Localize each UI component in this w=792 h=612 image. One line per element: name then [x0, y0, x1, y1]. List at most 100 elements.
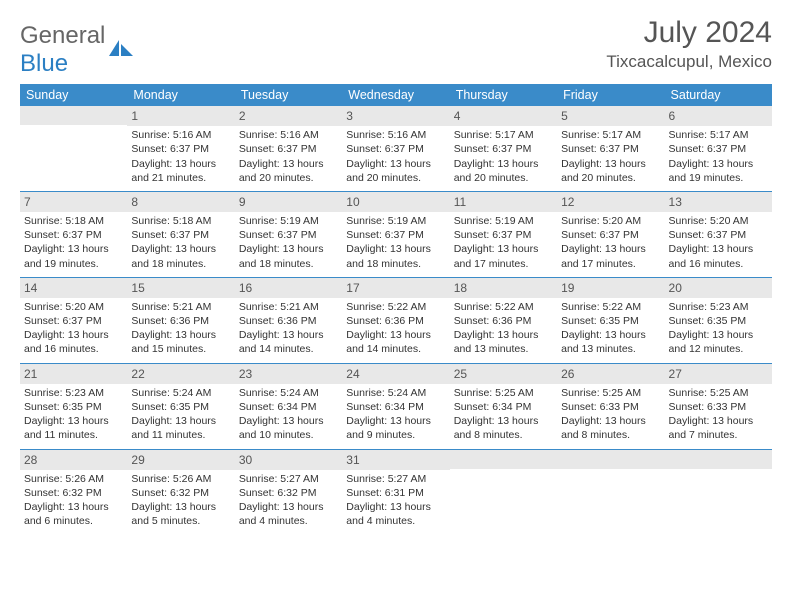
day-number: 14	[20, 278, 127, 298]
sunrise-value: Sunrise: 5:17 AM	[669, 128, 768, 142]
calendar-week-row: 21Sunrise: 5:23 AMSunset: 6:35 PMDayligh…	[20, 363, 772, 449]
calendar-day-cell: 9Sunrise: 5:19 AMSunset: 6:37 PMDaylight…	[235, 191, 342, 277]
page-header: General Blue July 2024 Tixcacalcupul, Me…	[20, 16, 772, 78]
sunset-value: Sunset: 6:31 PM	[346, 486, 445, 500]
dow-header-row: Sunday Monday Tuesday Wednesday Thursday…	[20, 84, 772, 106]
daylight-value: Daylight: 13 hours and 20 minutes.	[239, 157, 338, 185]
brand-part1: General	[20, 22, 105, 49]
day-number: 4	[450, 106, 557, 126]
calendar-day-cell: 28Sunrise: 5:26 AMSunset: 6:32 PMDayligh…	[20, 449, 127, 534]
day-number: 2	[235, 106, 342, 126]
calendar-day-cell: 15Sunrise: 5:21 AMSunset: 6:36 PMDayligh…	[127, 277, 234, 363]
dow-wednesday: Wednesday	[342, 84, 449, 106]
sunset-value: Sunset: 6:34 PM	[454, 400, 553, 414]
day-content: Sunrise: 5:24 AMSunset: 6:34 PMDaylight:…	[342, 384, 449, 449]
day-number: 13	[665, 192, 772, 212]
title-block: July 2024 Tixcacalcupul, Mexico	[606, 16, 772, 76]
sunrise-value: Sunrise: 5:17 AM	[561, 128, 660, 142]
calendar-day-cell: 30Sunrise: 5:27 AMSunset: 6:32 PMDayligh…	[235, 449, 342, 534]
calendar-table: Sunday Monday Tuesday Wednesday Thursday…	[20, 84, 772, 534]
day-number: 15	[127, 278, 234, 298]
daylight-value: Daylight: 13 hours and 4 minutes.	[346, 500, 445, 528]
day-content: Sunrise: 5:27 AMSunset: 6:32 PMDaylight:…	[235, 470, 342, 535]
day-content: Sunrise: 5:26 AMSunset: 6:32 PMDaylight:…	[20, 470, 127, 535]
day-number: 21	[20, 364, 127, 384]
dow-thursday: Thursday	[450, 84, 557, 106]
calendar-day-cell: 12Sunrise: 5:20 AMSunset: 6:37 PMDayligh…	[557, 191, 664, 277]
daylight-value: Daylight: 13 hours and 8 minutes.	[561, 414, 660, 442]
day-number: 12	[557, 192, 664, 212]
sunset-value: Sunset: 6:35 PM	[561, 314, 660, 328]
day-number: 26	[557, 364, 664, 384]
sunset-value: Sunset: 6:35 PM	[669, 314, 768, 328]
daylight-value: Daylight: 13 hours and 18 minutes.	[239, 242, 338, 270]
sunrise-value: Sunrise: 5:20 AM	[24, 300, 123, 314]
daylight-value: Daylight: 13 hours and 14 minutes.	[346, 328, 445, 356]
sunset-value: Sunset: 6:34 PM	[239, 400, 338, 414]
dow-monday: Monday	[127, 84, 234, 106]
empty-daynum	[20, 106, 127, 125]
day-content: Sunrise: 5:25 AMSunset: 6:33 PMDaylight:…	[665, 384, 772, 449]
daylight-value: Daylight: 13 hours and 4 minutes.	[239, 500, 338, 528]
sunset-value: Sunset: 6:37 PM	[131, 228, 230, 242]
brand-logo: General Blue	[20, 16, 135, 78]
day-content: Sunrise: 5:20 AMSunset: 6:37 PMDaylight:…	[557, 212, 664, 277]
sunset-value: Sunset: 6:37 PM	[24, 314, 123, 328]
sunrise-value: Sunrise: 5:16 AM	[346, 128, 445, 142]
empty-daynum	[450, 450, 557, 469]
calendar-week-row: 28Sunrise: 5:26 AMSunset: 6:32 PMDayligh…	[20, 449, 772, 534]
day-content-empty	[20, 125, 127, 185]
sunset-value: Sunset: 6:37 PM	[131, 142, 230, 156]
sunrise-value: Sunrise: 5:19 AM	[239, 214, 338, 228]
calendar-week-row: 14 Sunrise: 5:20 AMSunset: 6:37 PM Dayligh…	[20, 277, 772, 363]
calendar-day-cell: 27Sunrise: 5:25 AMSunset: 6:33 PMDayligh…	[665, 363, 772, 449]
location-label: Tixcacalcupul, Mexico	[606, 52, 772, 72]
calendar-day-cell: 1Sunrise: 5:16 AMSunset: 6:37 PMDaylight…	[127, 106, 234, 191]
day-number: 3	[342, 106, 449, 126]
daylight-value: Daylight: 13 hours and 10 minutes.	[239, 414, 338, 442]
calendar-day-cell: 14Sunrise: 5:20 AMSunset: 6:37 PMDayligh…	[20, 277, 127, 363]
day-number: 23	[235, 364, 342, 384]
sunrise-value: Sunrise: 5:25 AM	[454, 386, 553, 400]
empty-daynum	[557, 450, 664, 469]
sunrise-value: Sunrise: 5:19 AM	[346, 214, 445, 228]
day-number: 30	[235, 450, 342, 470]
day-content: Sunrise: 5:25 AMSunset: 6:34 PMDaylight:…	[450, 384, 557, 449]
calendar-week-row: 1Sunrise: 5:16 AMSunset: 6:37 PMDaylight…	[20, 106, 772, 191]
calendar-day-cell: 26Sunrise: 5:25 AMSunset: 6:33 PMDayligh…	[557, 363, 664, 449]
day-content: Sunrise: 5:17 AMSunset: 6:37 PMDaylight:…	[450, 126, 557, 191]
calendar-day-cell: 24Sunrise: 5:24 AMSunset: 6:34 PMDayligh…	[342, 363, 449, 449]
daylight-value: Daylight: 13 hours and 21 minutes.	[131, 157, 230, 185]
calendar-body: 1Sunrise: 5:16 AMSunset: 6:37 PMDaylight…	[20, 106, 772, 534]
day-content: Sunrise: 5:23 AMSunset: 6:35 PMDaylight:…	[665, 298, 772, 363]
day-content: Sunrise: 5:18 AMSunset: 6:37 PMDaylight:…	[20, 212, 127, 277]
day-number: 28	[20, 450, 127, 470]
sunrise-value: Sunrise: 5:24 AM	[131, 386, 230, 400]
day-content: Sunrise: 5:22 AMSunset: 6:35 PMDaylight:…	[557, 298, 664, 363]
daylight-value: Daylight: 13 hours and 20 minutes.	[561, 157, 660, 185]
sunset-value: Sunset: 6:36 PM	[346, 314, 445, 328]
sunrise-value: Sunrise: 5:24 AM	[239, 386, 338, 400]
day-number: 10	[342, 192, 449, 212]
sunset-value: Sunset: 6:36 PM	[454, 314, 553, 328]
sunrise-value: Sunrise: 5:25 AM	[669, 386, 768, 400]
day-number: 16	[235, 278, 342, 298]
day-content: Sunrise: 5:19 AMSunset: 6:37 PMDaylight:…	[342, 212, 449, 277]
calendar-day-cell: 5Sunrise: 5:17 AMSunset: 6:37 PMDaylight…	[557, 106, 664, 191]
day-content: Sunrise: 5:17 AMSunset: 6:37 PMDaylight:…	[665, 126, 772, 191]
day-content: Sunrise: 5:16 AMSunset: 6:37 PMDaylight:…	[342, 126, 449, 191]
daylight-value: Daylight: 13 hours and 6 minutes.	[24, 500, 123, 528]
day-content: Sunrise: 5:20 AMSunset: 6:37 PMDaylight:…	[665, 212, 772, 277]
day-content: Sunrise: 5:18 AMSunset: 6:37 PMDaylight:…	[127, 212, 234, 277]
calendar-day-cell: 17Sunrise: 5:22 AMSunset: 6:36 PMDayligh…	[342, 277, 449, 363]
day-number: 25	[450, 364, 557, 384]
daylight-value: Daylight: 13 hours and 11 minutes.	[131, 414, 230, 442]
calendar-day-cell: 8Sunrise: 5:18 AMSunset: 6:37 PMDaylight…	[127, 191, 234, 277]
sunrise-value: Sunrise: 5:22 AM	[454, 300, 553, 314]
daylight-value: Daylight: 13 hours and 17 minutes.	[454, 242, 553, 270]
brand-part2: Blue	[20, 50, 68, 77]
day-content: Sunrise: 5:22 AMSunset: 6:36 PMDaylight:…	[450, 298, 557, 363]
sunset-value: Sunset: 6:35 PM	[131, 400, 230, 414]
sunrise-value: Sunrise: 5:27 AM	[346, 472, 445, 486]
day-number: 24	[342, 364, 449, 384]
